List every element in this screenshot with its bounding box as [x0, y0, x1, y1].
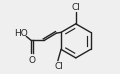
Text: HO: HO [14, 29, 28, 38]
Text: O: O [28, 56, 35, 65]
Text: Cl: Cl [71, 3, 80, 12]
Text: Cl: Cl [54, 62, 63, 71]
